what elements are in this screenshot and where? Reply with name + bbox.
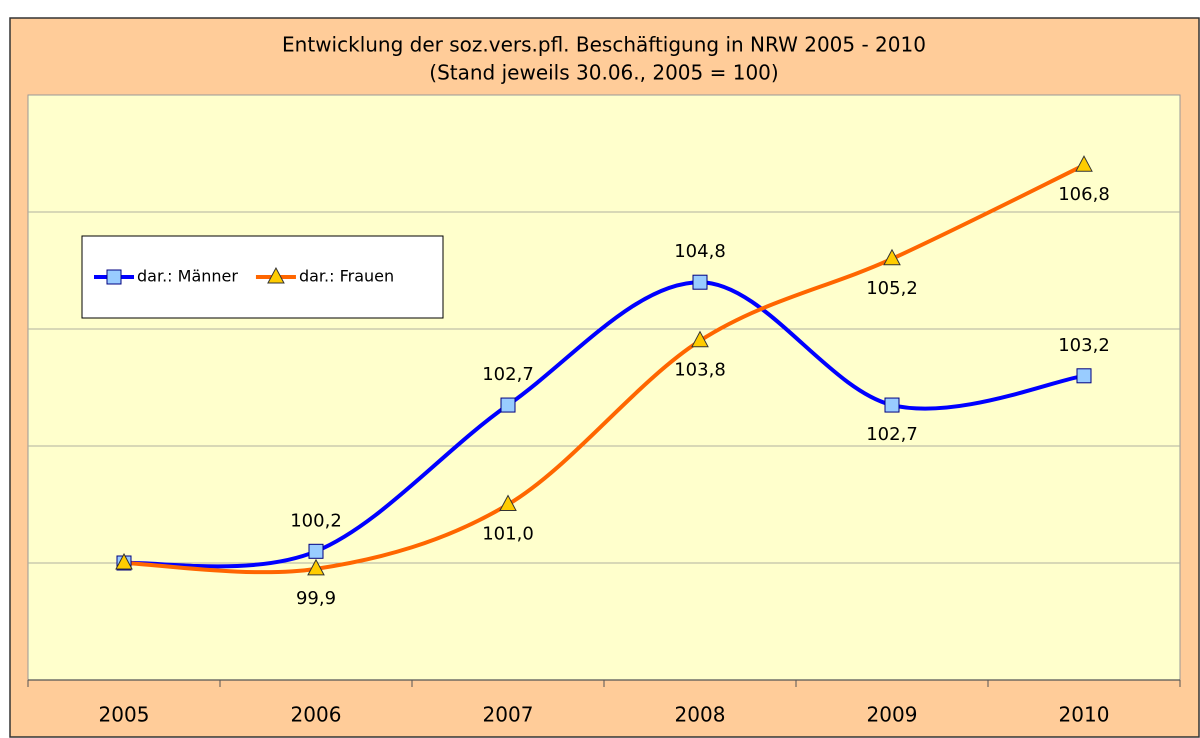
data-label: 106,8 xyxy=(1058,184,1110,205)
marker xyxy=(499,494,517,511)
data-label: 103,8 xyxy=(674,360,726,381)
series-line xyxy=(123,280,1085,569)
marker xyxy=(884,397,900,413)
data-label: 99,9 xyxy=(296,588,336,609)
data-label: 102,7 xyxy=(866,424,918,445)
marker xyxy=(106,269,122,285)
data-label: 105,2 xyxy=(866,278,918,299)
marker xyxy=(1076,368,1092,384)
chart-subtitle: (Stand jeweils 30.06., 2005 = 100) xyxy=(429,61,778,85)
data-label: 102,7 xyxy=(482,364,534,385)
marker xyxy=(883,248,901,266)
data-label: 104,8 xyxy=(674,241,726,262)
x-tick-label: 2005 xyxy=(99,703,150,727)
marker xyxy=(267,266,285,284)
legend-label: dar.: Männer xyxy=(137,267,238,286)
data-label: 101,0 xyxy=(482,524,534,545)
chart-title: Entwicklung der soz.vers.pfl. Beschäftig… xyxy=(282,33,926,57)
data-label: 100,2 xyxy=(290,510,342,531)
marker xyxy=(692,274,708,290)
legend-label: dar.: Frauen xyxy=(299,267,394,286)
marker xyxy=(691,330,709,348)
plot-area xyxy=(27,94,1181,681)
data-label: 103,2 xyxy=(1058,335,1110,356)
x-tick-label: 2008 xyxy=(675,703,726,727)
x-tick-label: 2007 xyxy=(483,703,534,727)
x-tick-label: 2006 xyxy=(291,703,342,727)
x-tick-label: 2010 xyxy=(1059,703,1110,727)
marker xyxy=(500,397,516,413)
marker xyxy=(307,558,325,576)
marker xyxy=(115,552,133,570)
x-tick-label: 2009 xyxy=(867,703,918,727)
marker xyxy=(308,543,324,559)
marker xyxy=(1075,155,1093,172)
series-line xyxy=(123,163,1085,575)
